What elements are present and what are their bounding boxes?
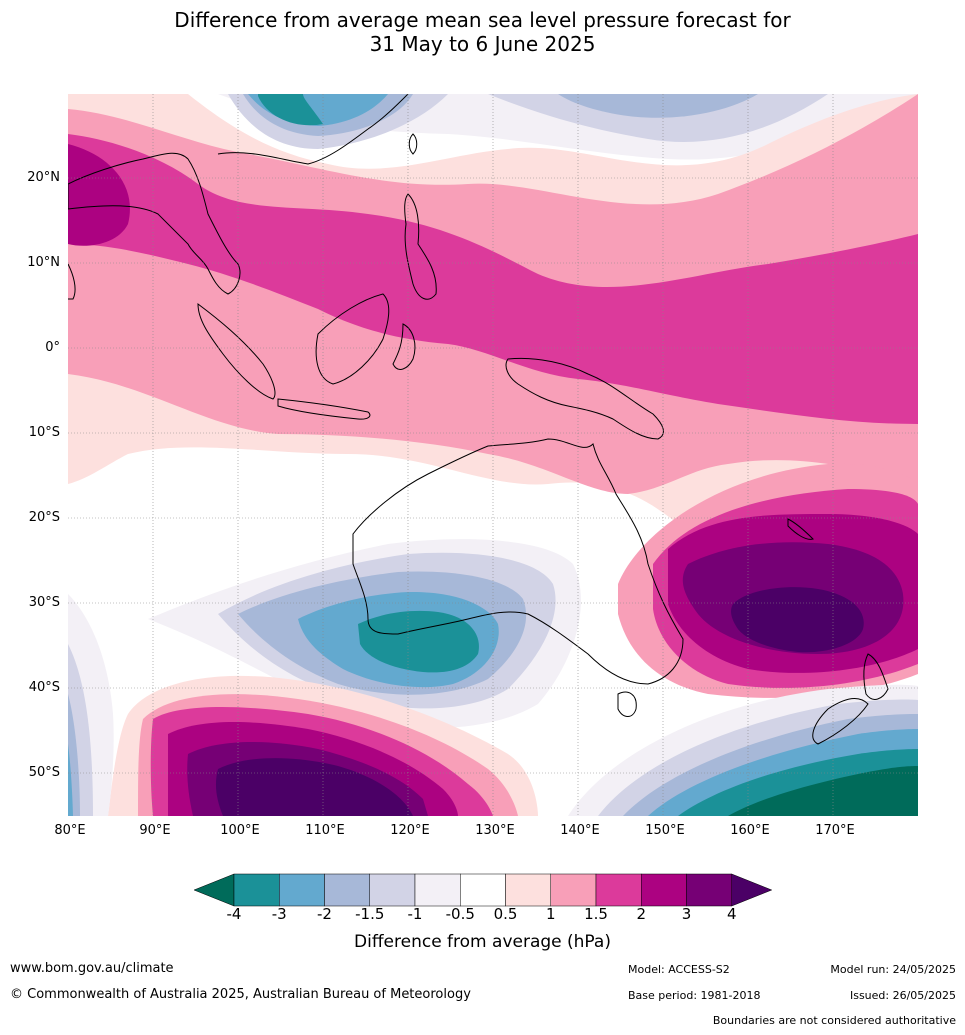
new-guinea-coastline (505, 357, 664, 440)
colorbar-swatch (641, 873, 687, 907)
colorbar-tick-label: -1.5 (355, 905, 385, 923)
title-line-1: Difference from average mean sea level p… (174, 8, 791, 32)
new-caledonia-coastline (787, 518, 814, 540)
borneo-coastline (315, 293, 390, 385)
colorbar-extend-max (731, 873, 773, 907)
lat-label-40s: 40°S (28, 680, 60, 695)
coastlines (68, 94, 889, 745)
colorbar-tick-label: 1 (545, 905, 556, 923)
colorbar-label: Difference from average (hPa) (354, 932, 611, 952)
tasmania-coastline (617, 691, 637, 717)
sulawesi-coastline (392, 323, 416, 370)
lat-label-equator: 0° (45, 340, 60, 355)
colorbar-tick-label: -3 (271, 905, 287, 923)
colorbar-swatch (595, 873, 642, 907)
java-coastline (277, 398, 371, 420)
colorbar-swatch (686, 873, 732, 907)
colorbar-tick-label: 1.5 (584, 905, 608, 923)
lat-label-20n: 20°N (27, 170, 60, 185)
lat-label-50s: 50°S (28, 765, 60, 780)
lat-label-10s: 10°S (28, 425, 60, 440)
china-coastline (217, 94, 409, 165)
lat-label-10n: 10°N (27, 255, 60, 270)
india-coastline (68, 263, 76, 300)
colorbar-swatch (460, 873, 506, 907)
colorbar-tick-label: 0.5 (493, 905, 518, 923)
colorbar-swatch (550, 873, 597, 907)
southeast-negative (568, 684, 918, 816)
new-zealand-coastline (812, 653, 889, 745)
sumatra-coastline (197, 302, 276, 400)
lon-label-170e: 170°E (815, 823, 855, 838)
colorbar-tick-label: 3 (681, 905, 692, 923)
colorbar-tick-label: -1 (407, 905, 423, 923)
footer-model-run: Model run: 24/05/2025 (830, 963, 956, 976)
lon-label-150e: 150°E (645, 823, 685, 838)
colorbar-swatch (233, 873, 280, 907)
map-title: Difference from average mean sea level p… (0, 8, 965, 56)
australia-coastline (352, 438, 684, 685)
footer-website: www.bom.gov.au/climate (10, 961, 174, 976)
colorbar-extend-min (193, 873, 235, 907)
colorbar (193, 873, 773, 907)
colorbar-swatch (369, 873, 416, 907)
lat-label-30s: 30°S (28, 595, 60, 610)
taiwan-coastline (408, 133, 418, 155)
footer-model: Model: ACCESS-S2 (628, 963, 730, 976)
lat-label-20s: 20°S (28, 510, 60, 525)
colorbar-swatch (414, 873, 461, 907)
north-negative-band (218, 94, 918, 160)
lon-label-140e: 140°E (560, 823, 600, 838)
colorbar-tick-label: 4 (726, 905, 737, 923)
footer-copyright: © Commonwealth of Australia 2025, Austra… (10, 987, 471, 1002)
lon-label-110e: 110°E (305, 823, 345, 838)
se-asia-coastline (68, 152, 241, 295)
colorbar-swatch (324, 873, 370, 907)
southern-ocean-positive (108, 675, 538, 816)
pressure-anomaly-map (68, 94, 918, 816)
lon-label-120e: 120°E (390, 823, 430, 838)
lon-label-90e: 90°E (139, 823, 171, 838)
colorbar-tick-label: -2 (317, 905, 332, 923)
footer-boundaries-note: Boundaries are not considered authoritat… (712, 1014, 956, 1027)
lon-label-100e: 100°E (220, 823, 260, 838)
colorbar-tick-label: -4 (226, 905, 242, 923)
colorbar-swatch (505, 873, 551, 907)
lon-label-130e: 130°E (475, 823, 515, 838)
graticule (68, 94, 918, 816)
colorbar-tick-label: 2 (636, 905, 647, 923)
tasman-positive-high (618, 463, 918, 698)
title-line-2: 31 May to 6 June 2025 (369, 32, 596, 56)
footer-issued: Issued: 26/05/2025 (849, 989, 956, 1002)
lon-label-160e: 160°E (730, 823, 770, 838)
footer-base-period: Base period: 1981-2018 (628, 989, 761, 1002)
map-canvas (68, 94, 918, 816)
colorbar-tick-label: -0.5 (445, 905, 475, 923)
colorbar-swatch (279, 873, 325, 907)
philippines-coastline (404, 193, 437, 300)
lon-label-80e: 80°E (54, 823, 86, 838)
